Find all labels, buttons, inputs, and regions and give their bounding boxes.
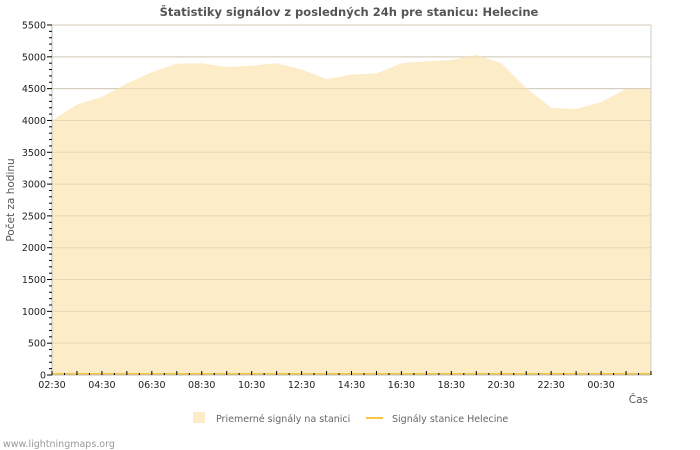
y-axis-label: Počet za hodinu bbox=[5, 158, 17, 241]
y-tick-label: 4000 bbox=[22, 116, 46, 127]
grid-overlay bbox=[52, 24, 651, 344]
x-tick-label: 20:30 bbox=[488, 380, 515, 391]
series-average-signals-area bbox=[52, 54, 651, 376]
y-tick-label: 0 bbox=[40, 371, 46, 382]
y-tick-label: 4500 bbox=[22, 84, 46, 95]
credit-link[interactable]: www.lightningmaps.org bbox=[3, 439, 115, 450]
chart-title: Štatistiky signálov z posledných 24h pre… bbox=[160, 4, 539, 19]
x-tick-label: 06:30 bbox=[138, 380, 165, 391]
legend-swatch-average bbox=[193, 412, 205, 423]
x-tick-label: 04:30 bbox=[88, 380, 115, 391]
y-tick-label: 1000 bbox=[22, 307, 46, 318]
y-tick-label: 5000 bbox=[22, 52, 46, 63]
y-tick-label: 2500 bbox=[22, 211, 46, 222]
y-tick-label: 1500 bbox=[22, 275, 46, 286]
y-tick-label: 5500 bbox=[22, 21, 46, 32]
axes bbox=[47, 24, 652, 376]
y-tick-label: 500 bbox=[28, 339, 46, 350]
x-tick-label: 00:30 bbox=[587, 380, 614, 391]
x-tick-label: 14:30 bbox=[338, 380, 365, 391]
x-tick-labels: 02:30 04:30 06:30 08:30 10:30 12:30 14:30 16:30… bbox=[38, 380, 614, 391]
x-tick-label: 18:30 bbox=[438, 380, 465, 391]
x-tick-label: 22:30 bbox=[537, 380, 564, 391]
y-tick-label: 2000 bbox=[22, 243, 46, 254]
legend-label-helecine: Signály stanice Helecine bbox=[392, 414, 508, 425]
x-axis-label: Čas bbox=[629, 393, 648, 406]
x-tick-label: 12:30 bbox=[288, 380, 315, 391]
y-tick-label: 3500 bbox=[22, 148, 46, 159]
y-tick-label: 3000 bbox=[22, 180, 46, 191]
x-tick-label: 16:30 bbox=[388, 380, 415, 391]
x-tick-label: 08:30 bbox=[188, 380, 215, 391]
x-tick-label: 02:30 bbox=[38, 380, 65, 391]
x-tick-label: 10:30 bbox=[238, 380, 265, 391]
legend-label-average: Priemerné signály na stanici bbox=[216, 414, 350, 425]
y-tick-labels: 0 500 1000 1500 2000 2500 3000 3500 4000 4500 5000… bbox=[22, 21, 46, 382]
